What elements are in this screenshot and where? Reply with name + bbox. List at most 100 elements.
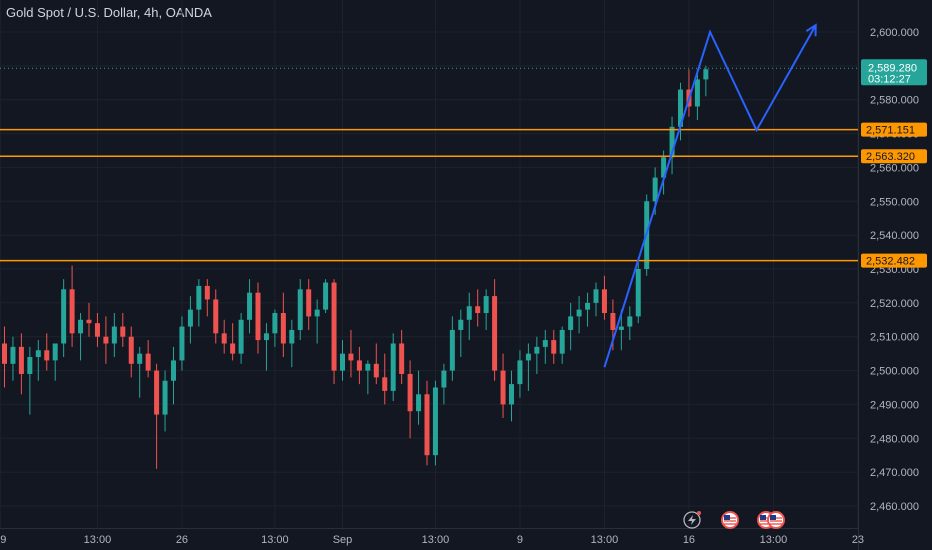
x-tick-label: 16 <box>683 534 695 546</box>
projection-line[interactable] <box>603 24 817 368</box>
candle-body <box>466 306 472 320</box>
candle-body <box>382 377 388 391</box>
projection-path[interactable] <box>603 23 817 368</box>
candle-body <box>576 309 582 317</box>
candle-body <box>247 292 253 320</box>
candle-body <box>128 336 134 364</box>
level-price-label: 2,563.320 <box>866 151 915 163</box>
candle-body <box>424 394 430 456</box>
y-tick-label: 2,550.000 <box>870 196 919 208</box>
candle-body <box>601 289 607 314</box>
candle-body <box>568 316 574 330</box>
x-tick-label: 13:00 <box>261 534 289 546</box>
candle-body <box>103 336 109 344</box>
chart-title: Gold Spot / U.S. Dollar, 4h, OANDA <box>6 5 212 20</box>
y-tick-label: 2,460.000 <box>870 501 919 513</box>
x-tick-label: Sep <box>333 534 353 546</box>
candle-body <box>171 360 176 381</box>
candle-body <box>652 177 658 202</box>
x-tick-label: 9 <box>517 534 523 546</box>
candle-body <box>627 316 633 327</box>
candle-body <box>635 269 641 317</box>
candle-body <box>280 313 286 344</box>
candle-body <box>52 343 58 361</box>
candle-body <box>69 289 75 334</box>
candle-body <box>94 323 100 337</box>
y-tick-label: 2,480.000 <box>870 433 919 445</box>
candle-body <box>120 326 126 337</box>
candle-body <box>44 350 50 361</box>
candle-body <box>703 69 709 80</box>
candle-body <box>86 319 92 324</box>
level-price-label: 2,532.482 <box>866 256 915 268</box>
candle-body <box>356 360 362 371</box>
candle-body <box>154 370 160 415</box>
countdown-timer: 03:12:27 <box>868 73 911 85</box>
candle-body <box>137 353 143 364</box>
candle-body <box>297 289 303 330</box>
candle-body <box>441 370 447 388</box>
horizontal-levels[interactable] <box>0 128 858 262</box>
candle-body <box>475 306 481 314</box>
candle-body <box>61 289 67 344</box>
candle-body <box>289 329 295 344</box>
candle-body <box>509 384 514 405</box>
candle-body <box>145 353 151 371</box>
candle-body <box>263 333 269 341</box>
candle-body <box>340 353 345 371</box>
candle-body <box>483 296 489 314</box>
candle-body <box>551 340 557 354</box>
candle-body <box>517 360 523 385</box>
candle-body <box>669 126 675 158</box>
candle-body <box>390 343 396 391</box>
us-flag-icon[interactable] <box>721 511 739 529</box>
candle-body <box>492 296 498 371</box>
candle-body <box>213 299 219 334</box>
level-price-tag <box>861 149 927 164</box>
candle-body <box>179 326 185 361</box>
candle-body <box>255 292 261 341</box>
candle-body <box>449 329 455 371</box>
x-tick-label: 13:00 <box>422 534 450 546</box>
y-tick-label: 2,560.000 <box>870 162 919 174</box>
candles <box>2 65 709 469</box>
candle-body <box>500 370 506 405</box>
candle-body <box>78 319 84 334</box>
candle-body <box>272 313 278 334</box>
candle-body <box>618 326 624 330</box>
x-tick-label: 13:00 <box>760 534 788 546</box>
level-price-label: 2,571.151 <box>866 125 915 137</box>
candle-body <box>610 313 616 330</box>
candle-body <box>585 302 591 310</box>
candle-body <box>230 343 236 354</box>
projection-arrowhead <box>805 23 817 37</box>
y-tick-label: 2,580.000 <box>870 95 919 107</box>
level-price-tag <box>861 122 927 137</box>
last-price-tag <box>861 59 927 86</box>
x-tick-label: 13:00 <box>591 534 619 546</box>
candle-body <box>323 282 329 310</box>
candle-body <box>416 394 422 412</box>
candle-body <box>407 373 413 412</box>
candle-body <box>204 285 210 300</box>
us-flag-icon[interactable] <box>767 511 785 529</box>
candle-body <box>348 353 354 361</box>
candle-body <box>432 387 438 456</box>
candle-body <box>365 363 371 371</box>
candle-body <box>238 319 244 354</box>
candle-body <box>187 309 193 327</box>
candle-body <box>694 79 700 107</box>
time-axis[interactable]: 19 13:00 26 13:00 Sep 13:00 9 13:00 16 13:00 23 <box>0 528 864 547</box>
x-tick-label: 19 <box>0 534 6 546</box>
lightning-icon[interactable] <box>683 511 701 529</box>
candle-body <box>534 346 540 354</box>
candle-body <box>221 333 227 344</box>
level-price-tag <box>861 253 927 268</box>
event-icons[interactable] <box>683 511 785 529</box>
candle-body <box>18 346 24 374</box>
candle-body <box>162 380 168 415</box>
candle-body <box>593 289 599 303</box>
candle-body <box>111 326 117 344</box>
price-tags: 2,571.151 2,563.320 2,532.482 2,589.28003:1… <box>861 59 927 268</box>
